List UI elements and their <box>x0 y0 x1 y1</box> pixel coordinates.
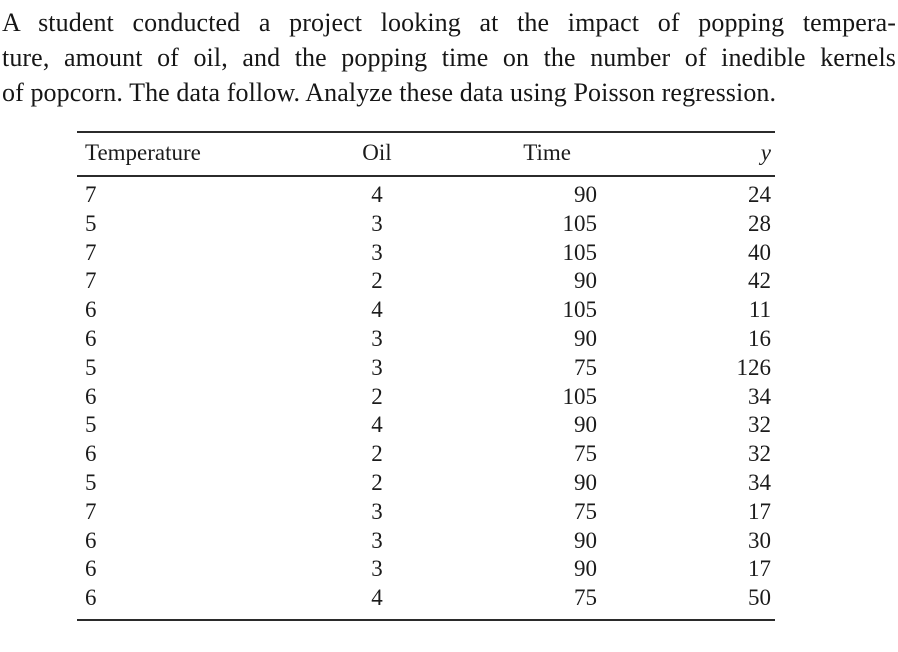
cell-oil: 2 <box>371 441 383 467</box>
cell-y: 34 <box>748 383 771 409</box>
cell-time: 90 <box>574 268 597 294</box>
cell-temperature: 5 <box>85 469 97 495</box>
table-row: 6 4 75 50 <box>77 584 775 620</box>
cell-time: 90 <box>574 469 597 495</box>
cell-time: 75 <box>574 585 597 611</box>
cell-temperature: 5 <box>85 354 97 380</box>
table-row: 6 2 105 34 <box>77 383 775 412</box>
table-row: 6 2 75 32 <box>77 440 775 469</box>
cell-temperature: 6 <box>85 556 97 582</box>
cell-temperature: 6 <box>85 585 97 611</box>
cell-y: 42 <box>748 268 771 294</box>
cell-time: 90 <box>574 412 597 438</box>
cell-y: 24 <box>748 182 771 207</box>
cell-oil: 3 <box>371 210 383 236</box>
table-row: 6 3 90 17 <box>77 555 775 584</box>
cell-oil: 2 <box>371 383 383 409</box>
cell-oil: 2 <box>371 268 383 294</box>
cell-y: 16 <box>748 325 771 351</box>
cell-y: 40 <box>748 239 771 265</box>
table-row: 6 3 90 30 <box>77 527 775 556</box>
cell-temperature: 7 <box>85 268 97 294</box>
cell-oil: 3 <box>371 498 383 524</box>
cell-oil: 3 <box>371 527 383 553</box>
cell-time: 75 <box>574 354 597 380</box>
cell-oil: 4 <box>371 585 383 611</box>
cell-temperature: 5 <box>85 412 97 438</box>
cell-temperature: 6 <box>85 527 97 553</box>
cell-time: 90 <box>574 556 597 582</box>
header-row: Temperature Oil Time y <box>77 132 775 177</box>
cell-oil: 4 <box>371 412 383 438</box>
cell-y: 32 <box>748 441 771 467</box>
data-table-container: Temperature Oil Time y 7 4 90 24 5 3 105 28 7 3 10… <box>77 131 775 621</box>
table-row: 5 3 75 126 <box>77 354 775 383</box>
cell-temperature: 5 <box>85 210 97 236</box>
table-row: 5 2 90 34 <box>77 469 775 498</box>
cell-time: 75 <box>574 441 597 467</box>
table-header: Temperature Oil Time y <box>77 132 775 177</box>
cell-y: 126 <box>736 354 772 380</box>
cell-time: 90 <box>574 325 597 351</box>
table-row: 5 4 90 32 <box>77 411 775 440</box>
problem-statement: A student conducted a project looking at… <box>0 0 898 110</box>
cell-time: 105 <box>562 383 598 409</box>
problem-line-3: of popcorn. The data follow. Analyze the… <box>2 78 777 107</box>
cell-time: 90 <box>574 527 597 553</box>
cell-oil: 2 <box>371 469 383 495</box>
cell-time: 105 <box>562 239 598 265</box>
table-row: 7 4 90 24 <box>77 176 775 210</box>
table-row: 6 4 105 11 <box>77 296 775 325</box>
cell-oil: 4 <box>371 297 383 323</box>
cell-y: 17 <box>748 498 771 524</box>
cell-time: 105 <box>562 210 598 236</box>
cell-temperature: 6 <box>85 383 97 409</box>
cell-y: 50 <box>748 585 771 611</box>
cell-temperature: 7 <box>85 498 97 524</box>
table-row: 7 2 90 42 <box>77 267 775 296</box>
column-header-temperature: Temperature <box>77 132 347 177</box>
cell-oil: 4 <box>371 182 383 207</box>
cell-temperature: 7 <box>85 239 97 265</box>
cell-time: 75 <box>574 498 597 524</box>
cell-oil: 3 <box>371 556 383 582</box>
cell-y: 28 <box>748 210 771 236</box>
table-row: 5 3 105 28 <box>77 210 775 239</box>
cell-temperature: 6 <box>85 441 97 467</box>
table-row: 6 3 90 16 <box>77 325 775 354</box>
data-table-body: 7 4 90 24 5 3 105 28 7 3 105 40 7 2 90 42 6 4 105 11 6 3 90 16 5… <box>77 176 775 620</box>
problem-line-2: ture, amount of oil, and the popping tim… <box>2 43 896 72</box>
cell-y: 11 <box>748 297 771 323</box>
cell-time: 105 <box>562 297 598 323</box>
column-header-time: Time <box>407 132 597 177</box>
table-row: 7 3 75 17 <box>77 498 775 527</box>
cell-temperature: 7 <box>85 182 97 207</box>
column-header-y: y <box>597 132 775 177</box>
cell-oil: 3 <box>371 354 383 380</box>
table-row: 7 3 105 40 <box>77 239 775 268</box>
cell-oil: 3 <box>371 239 383 265</box>
cell-temperature: 6 <box>85 325 97 351</box>
cell-temperature: 6 <box>85 297 97 323</box>
data-table: Temperature Oil Time y 7 4 90 24 5 3 105 28 7 3 10… <box>77 131 775 621</box>
cell-y: 30 <box>748 527 771 553</box>
cell-time: 90 <box>574 182 597 207</box>
cell-y: 32 <box>748 412 771 438</box>
cell-oil: 3 <box>371 325 383 351</box>
cell-y: 17 <box>748 556 771 582</box>
column-header-oil: Oil <box>347 132 407 177</box>
cell-y: 34 <box>748 469 771 495</box>
problem-line-1: A student conducted a project looking at… <box>2 8 896 37</box>
